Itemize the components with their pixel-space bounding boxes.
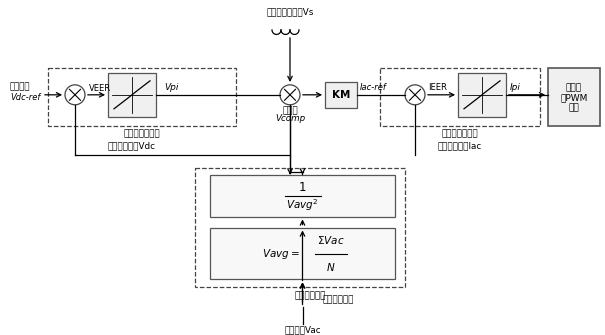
Text: $N$: $N$: [325, 262, 335, 273]
Text: Vcomp: Vcomp: [275, 114, 305, 123]
Text: 第一电压参考值Vs: 第一电压参考值Vs: [266, 7, 313, 16]
Text: VEER: VEER: [89, 84, 111, 93]
Bar: [210, 227, 395, 279]
Bar: [108, 73, 156, 117]
Text: 1: 1: [299, 181, 306, 194]
Text: KM: KM: [332, 90, 350, 100]
Text: 交流电压Vac: 交流电压Vac: [284, 325, 321, 334]
Text: 输出比: 输出比: [566, 83, 582, 92]
Bar: [195, 168, 405, 287]
Text: 乘法器: 乘法器: [282, 106, 298, 115]
Text: 电流误差补偿器: 电流误差补偿器: [442, 129, 479, 138]
Bar: [548, 68, 600, 126]
Text: 直流母线电压Vdc: 直流母线电压Vdc: [108, 141, 156, 150]
Text: 较PWM: 较PWM: [560, 93, 587, 102]
Text: $Vavg=$: $Vavg=$: [261, 247, 299, 261]
Text: $\Sigma Vac$: $\Sigma Vac$: [316, 233, 344, 246]
Bar: [458, 73, 506, 117]
Text: 目标电压: 目标电压: [10, 82, 30, 91]
Text: Ipi: Ipi: [510, 83, 521, 92]
Text: 模块: 模块: [569, 103, 580, 112]
Text: 电压前馈补偿: 电压前馈补偿: [294, 291, 325, 300]
Text: Vdc-ref: Vdc-ref: [10, 93, 41, 102]
Text: 直流母线电流Iac: 直流母线电流Iac: [438, 141, 482, 150]
Bar: [210, 175, 395, 217]
Bar: [325, 82, 357, 108]
Bar: [48, 68, 236, 126]
Text: Vpi: Vpi: [164, 83, 178, 92]
Text: $Vavg^2$: $Vavg^2$: [286, 197, 319, 212]
Bar: [380, 68, 540, 126]
Text: IEER: IEER: [428, 83, 447, 92]
Text: 电压误差补偿器: 电压误差补偿器: [123, 129, 160, 138]
Text: Iac-ref: Iac-ref: [360, 83, 387, 92]
Text: 电压前馈补偿: 电压前馈补偿: [322, 295, 354, 304]
